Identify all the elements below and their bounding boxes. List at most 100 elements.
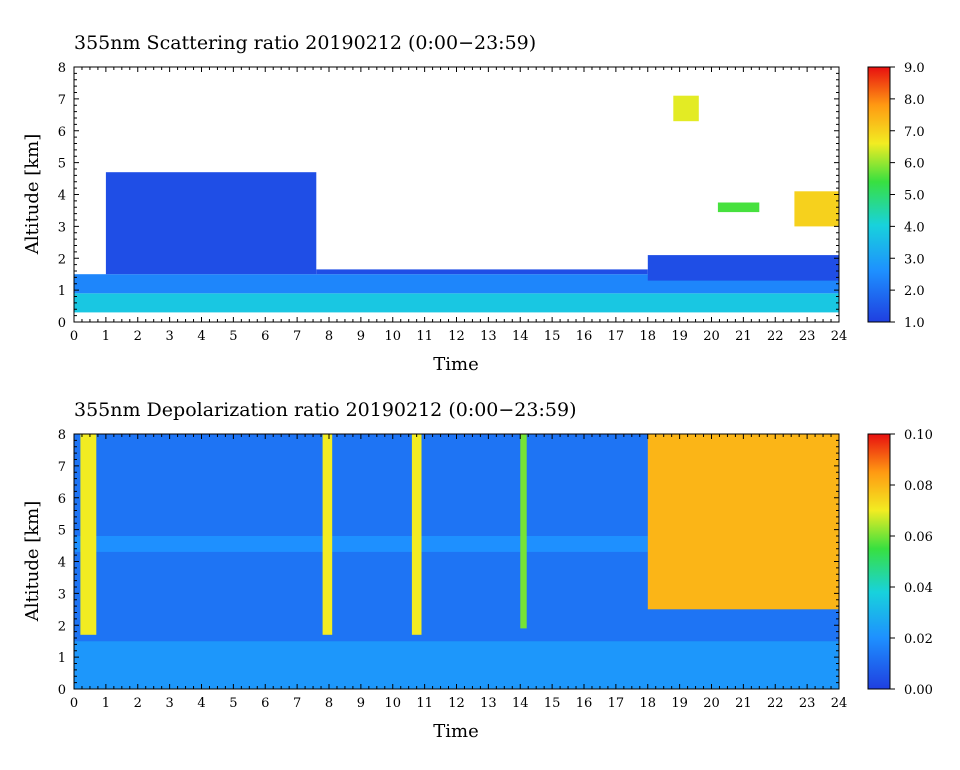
data-region xyxy=(105,172,317,275)
y-tick-label: 0 xyxy=(58,316,66,331)
data-region xyxy=(74,293,839,313)
x-tick-label: 11 xyxy=(416,696,433,711)
data-region xyxy=(316,269,648,275)
y-axis-label: Altitude [km] xyxy=(22,134,43,256)
heatmap-plot-area xyxy=(73,66,840,323)
data-region xyxy=(74,536,648,552)
x-axis: 0 1 2 3 4 5 6 7 8 9 10 11 12 13 14 15 16 17 18 19 20 21 22 23 24 xyxy=(70,434,847,711)
x-tick-label: 2 xyxy=(134,329,142,344)
colorbar-tick-label: 3.0 xyxy=(904,252,925,267)
colorbar-tick-label: 0.08 xyxy=(904,479,933,494)
colorbar-tick-label: 7.0 xyxy=(904,125,925,140)
x-tick-label: 24 xyxy=(831,329,848,344)
colorbar-tick-label: 8.0 xyxy=(904,93,925,108)
x-tick-label: 8 xyxy=(325,329,333,344)
chart-title: 355nm Scattering ratio 20190212 (0:00−23… xyxy=(74,32,536,54)
y-tick-label: 6 xyxy=(58,125,66,140)
colorbar-tick-label: 9.0 xyxy=(904,61,925,76)
x-tick-label: 13 xyxy=(480,696,497,711)
data-region xyxy=(80,434,97,635)
x-tick-label: 9 xyxy=(357,329,365,344)
data-region xyxy=(673,95,699,122)
y-axis: 0 1 2 3 4 5 6 7 8 xyxy=(58,61,839,331)
x-tick-label: 2 xyxy=(134,696,142,711)
x-tick-label: 9 xyxy=(357,696,365,711)
x-tick-label: 23 xyxy=(799,696,816,711)
y-tick-label: 7 xyxy=(58,93,66,108)
x-tick-label: 18 xyxy=(639,329,656,344)
data-region xyxy=(411,434,422,635)
x-tick-label: 19 xyxy=(671,329,688,344)
y-tick-label: 2 xyxy=(58,619,66,634)
x-axis-label: Time xyxy=(433,721,478,742)
x-tick-label: 23 xyxy=(799,329,816,344)
x-tick-label: 21 xyxy=(735,329,752,344)
x-tick-label: 16 xyxy=(576,329,593,344)
colorbar-tick-label: 0.06 xyxy=(904,530,933,545)
y-tick-label: 4 xyxy=(58,556,66,571)
data-regions xyxy=(74,434,840,689)
y-tick-label: 1 xyxy=(58,651,66,666)
y-tick-label: 2 xyxy=(58,252,66,267)
colorbar-tick-label: 0.10 xyxy=(904,428,933,443)
x-tick-label: 5 xyxy=(229,329,237,344)
y-axis-label: Altitude [km] xyxy=(22,501,43,623)
colorbar-ticks: 0.00 0.02 0.04 0.06 0.08 0.10 xyxy=(890,428,933,698)
x-tick-label: 0 xyxy=(70,696,78,711)
heatmap-plot-area xyxy=(73,433,840,690)
data-region xyxy=(74,641,839,689)
y-tick-label: 3 xyxy=(58,587,66,602)
x-tick-label: 22 xyxy=(767,696,784,711)
y-axis: 0 1 2 3 4 5 6 7 8 xyxy=(58,428,839,698)
colorbar-gradient xyxy=(867,66,891,323)
x-tick-label: 8 xyxy=(325,696,333,711)
data-region xyxy=(647,255,840,281)
x-tick-label: 10 xyxy=(384,329,401,344)
colorbar-tick-label: 5.0 xyxy=(904,189,925,204)
x-tick-label: 22 xyxy=(767,329,784,344)
x-tick-label: 7 xyxy=(293,329,301,344)
x-tick-label: 14 xyxy=(512,696,529,711)
y-tick-label: 5 xyxy=(58,524,66,539)
colorbar: 1.0 2.0 3.0 4.0 5.0 6.0 7.0 8.0 9.0 xyxy=(867,61,925,331)
x-tick-label: 24 xyxy=(831,696,848,711)
y-tick-label: 3 xyxy=(58,220,66,235)
x-tick-label: 5 xyxy=(229,696,237,711)
x-axis: 0 1 2 3 4 5 6 7 8 9 10 11 12 13 14 15 16 17 18 19 20 21 22 23 24 xyxy=(70,67,847,344)
y-tick-label: 7 xyxy=(58,460,66,475)
x-tick-label: 11 xyxy=(416,329,433,344)
x-tick-label: 15 xyxy=(544,329,561,344)
colorbar-gradient xyxy=(867,433,891,690)
x-tick-label: 21 xyxy=(735,696,752,711)
colorbar-ticks: 1.0 2.0 3.0 4.0 5.0 6.0 7.0 8.0 9.0 xyxy=(890,61,925,331)
x-tick-label: 4 xyxy=(197,329,205,344)
scattering-ratio-panel: 355nm Scattering ratio 20190212 (0:00−23… xyxy=(22,32,925,375)
x-tick-label: 17 xyxy=(608,696,625,711)
x-tick-label: 3 xyxy=(165,329,173,344)
colorbar-tick-label: 0.02 xyxy=(904,632,933,647)
x-tick-label: 12 xyxy=(448,696,465,711)
x-tick-label: 4 xyxy=(197,696,205,711)
colorbar-tick-label: 6.0 xyxy=(904,157,925,172)
x-tick-label: 14 xyxy=(512,329,529,344)
x-tick-label: 18 xyxy=(639,696,656,711)
x-tick-label: 12 xyxy=(448,329,465,344)
data-region xyxy=(794,191,839,227)
x-tick-label: 6 xyxy=(261,696,269,711)
x-tick-label: 6 xyxy=(261,329,269,344)
y-tick-label: 1 xyxy=(58,284,66,299)
y-tick-label: 6 xyxy=(58,492,66,507)
chart-title: 355nm Depolarization ratio 20190212 (0:0… xyxy=(74,399,576,421)
y-tick-label: 5 xyxy=(58,157,66,172)
data-region xyxy=(74,274,839,294)
depolarization-ratio-panel: 355nm Depolarization ratio 20190212 (0:0… xyxy=(22,399,933,742)
data-region xyxy=(717,202,760,213)
colorbar-tick-label: 4.0 xyxy=(904,220,925,235)
x-tick-label: 15 xyxy=(544,696,561,711)
colorbar-tick-label: 0.00 xyxy=(904,683,933,698)
y-tick-label: 8 xyxy=(58,428,66,443)
x-tick-label: 10 xyxy=(384,696,401,711)
x-tick-label: 16 xyxy=(576,696,593,711)
x-tick-label: 0 xyxy=(70,329,78,344)
